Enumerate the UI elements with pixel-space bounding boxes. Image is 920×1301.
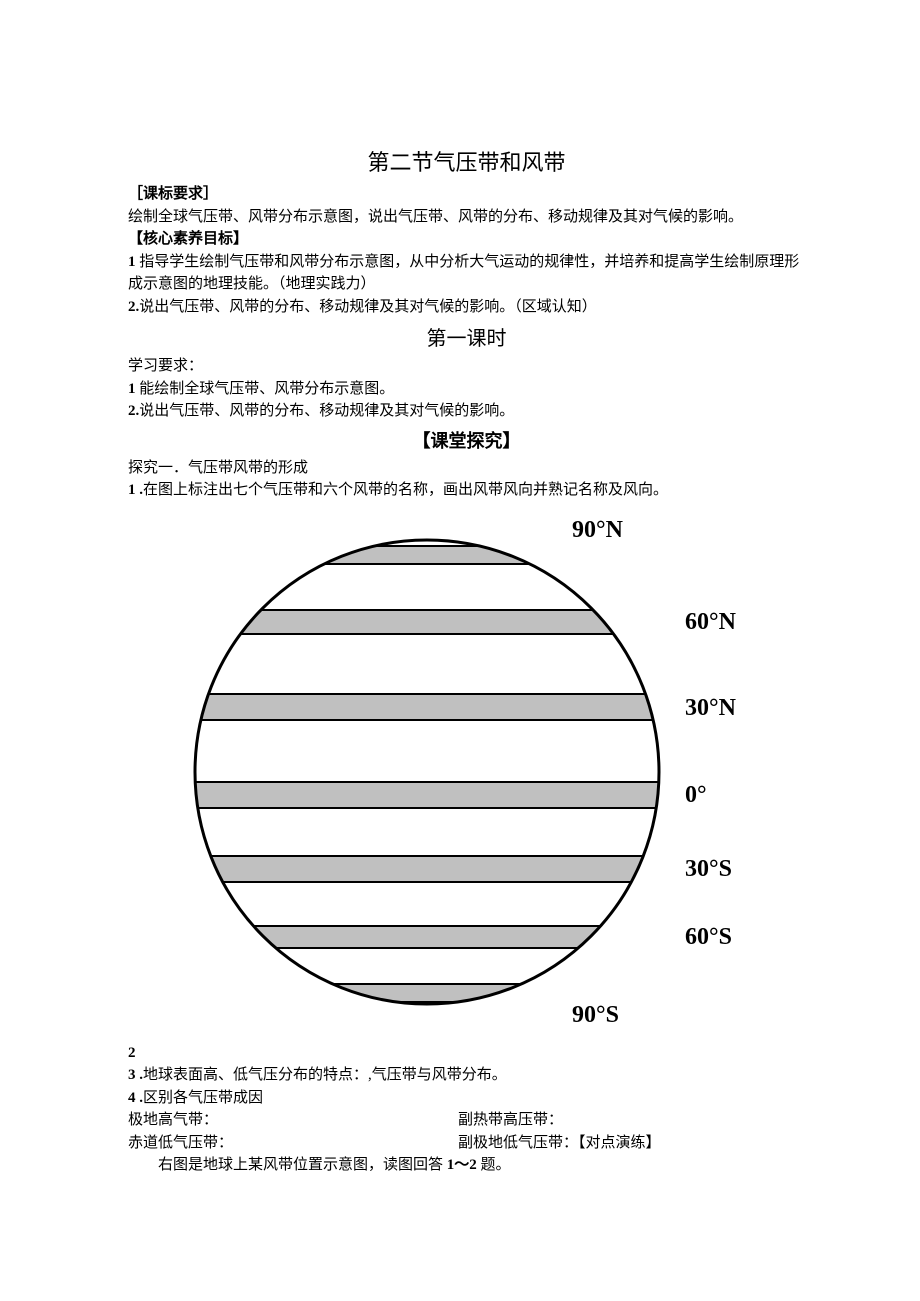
kebiao-label-text: ［课标要求］ bbox=[128, 186, 218, 202]
svg-text:90°S: 90°S bbox=[572, 1002, 619, 1028]
globe-diagram: 90°N 60°N 30°N 0° 30°S 60°S 90°S bbox=[128, 512, 805, 1042]
xuexi-item-2: 2.说出气压带、风带的分布、移动规律及其对气候的影响。 bbox=[128, 400, 805, 423]
exercise-range: 1～2 bbox=[447, 1157, 477, 1173]
kebiao-text: 绘制全球气压带、风带分布示意图，说出气压带、风带的分布、移动规律及其对气候的影响… bbox=[128, 206, 805, 229]
ketang-title: 【课堂探究】 bbox=[128, 427, 805, 453]
q4-num: 4 . bbox=[128, 1090, 143, 1106]
q3: 3 .地球表面高、低气压分布的特点：,气压带与风带分布。 bbox=[128, 1064, 805, 1087]
q3-num: 3 . bbox=[128, 1067, 143, 1083]
svg-text:60°N: 60°N bbox=[685, 609, 737, 635]
q4: 4 .区别各气压带成因 bbox=[128, 1087, 805, 1110]
exercise-text: 右图是地球上某风带位置示意图，读图回答 1～2 题。 bbox=[128, 1154, 805, 1177]
xuexi-1-num: 1 bbox=[128, 381, 136, 397]
q2: 2 bbox=[128, 1042, 805, 1065]
kebiao-label: ［课标要求］ bbox=[128, 183, 805, 206]
hexin-1-text: 指导学生绘制气压带和风带分布示意图，从中分析大气运动的规律性，并培养和提高学生绘… bbox=[128, 254, 799, 293]
xuexi-2-num: 2. bbox=[128, 403, 139, 419]
q4-text: 区别各气压带成因 bbox=[143, 1090, 263, 1106]
hexin-2-num: 2. bbox=[128, 299, 139, 315]
q1-text: 在图上标注出七个气压带和六个风带的名称，画出风带风向并熟记名称及风向。 bbox=[143, 482, 668, 498]
hexin-2-text: 说出气压带、风带的分布、移动规律及其对气候的影响。（区域认知） bbox=[139, 299, 597, 315]
col2-r1: 副热带高压带： bbox=[458, 1109, 563, 1132]
hexin-item-1: 1 指导学生绘制气压带和风带分布示意图，从中分析大气运动的规律性，并培养和提高学… bbox=[128, 251, 805, 296]
globe-svg: 90°N 60°N 30°N 0° 30°S 60°S 90°S bbox=[167, 512, 767, 1042]
col1-r2: 赤道低气压带： bbox=[128, 1132, 458, 1155]
hexin-label: 【核心素养目标】 bbox=[128, 228, 805, 251]
xuexi-1-text: 能绘制全球气压带、风带分布示意图。 bbox=[136, 381, 395, 397]
tanjiu-label: 探究一．气压带风带的形成 bbox=[128, 457, 805, 480]
page-title: 第二节气压带和风带 bbox=[128, 145, 805, 177]
col2-r2: 副极地低气压带：【对点演练】 bbox=[458, 1132, 661, 1155]
xuexi-label: 学习要求： bbox=[128, 355, 805, 378]
q1: 1 .在图上标注出七个气压带和六个风带的名称，画出风带风向并熟记名称及风向。 bbox=[128, 479, 805, 502]
hexin-item-2: 2.说出气压带、风带的分布、移动规律及其对气候的影响。（区域认知） bbox=[128, 296, 805, 319]
xuexi-item-1: 1 能绘制全球气压带、风带分布示意图。 bbox=[128, 378, 805, 401]
hexin-1-num: 1 bbox=[128, 254, 136, 270]
svg-text:90°N: 90°N bbox=[572, 517, 624, 543]
row-a: 极地高气带： 副热带高压带： bbox=[128, 1109, 805, 1132]
hexin-label-text: 【核心素养目标】 bbox=[128, 231, 248, 247]
row-b: 赤道低气压带： 副极地低气压带：【对点演练】 bbox=[128, 1132, 805, 1155]
lesson1-title: 第一课时 bbox=[128, 322, 805, 351]
q1-num: 1 . bbox=[128, 482, 143, 498]
exercise-post: 题。 bbox=[477, 1157, 511, 1173]
svg-text:0°: 0° bbox=[685, 782, 707, 808]
col1-r1: 极地高气带： bbox=[128, 1109, 458, 1132]
svg-text:60°S: 60°S bbox=[685, 924, 732, 950]
q3-text: 地球表面高、低气压分布的特点：,气压带与风带分布。 bbox=[143, 1067, 507, 1083]
xuexi-2-text: 说出气压带、风带的分布、移动规律及其对气候的影响。 bbox=[139, 403, 514, 419]
q2-num: 2 bbox=[128, 1045, 136, 1061]
svg-text:30°S: 30°S bbox=[685, 856, 732, 882]
svg-text:30°N: 30°N bbox=[685, 695, 737, 721]
exercise-pre: 右图是地球上某风带位置示意图，读图回答 bbox=[158, 1157, 447, 1173]
